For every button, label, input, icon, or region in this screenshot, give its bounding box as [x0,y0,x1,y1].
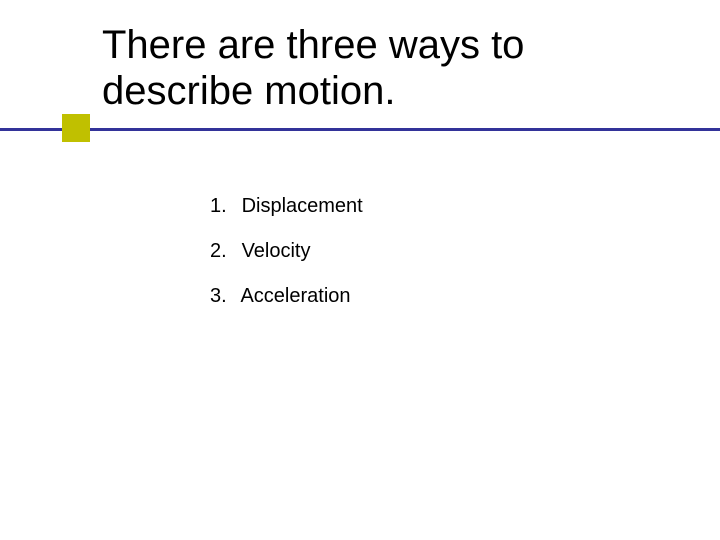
slide-title: There are three ways to describe motion. [102,22,662,114]
title-line-1: There are three ways to [102,22,662,68]
title-line-2: describe motion. [102,68,662,114]
list-item: 1. Displacement [210,195,363,218]
list-label: Displacement [242,195,363,217]
list-number: 2. [210,240,236,263]
title-underline [0,128,720,131]
accent-square [62,114,90,142]
list-item: 3. Acceleration [210,285,363,308]
list-label: Acceleration [240,285,350,307]
list-number: 3. [210,285,236,308]
list-number: 1. [210,195,236,218]
motion-list: 1. Displacement 2. Velocity 3. Accelerat… [210,195,363,330]
list-label: Velocity [242,240,311,262]
list-item: 2. Velocity [210,240,363,263]
